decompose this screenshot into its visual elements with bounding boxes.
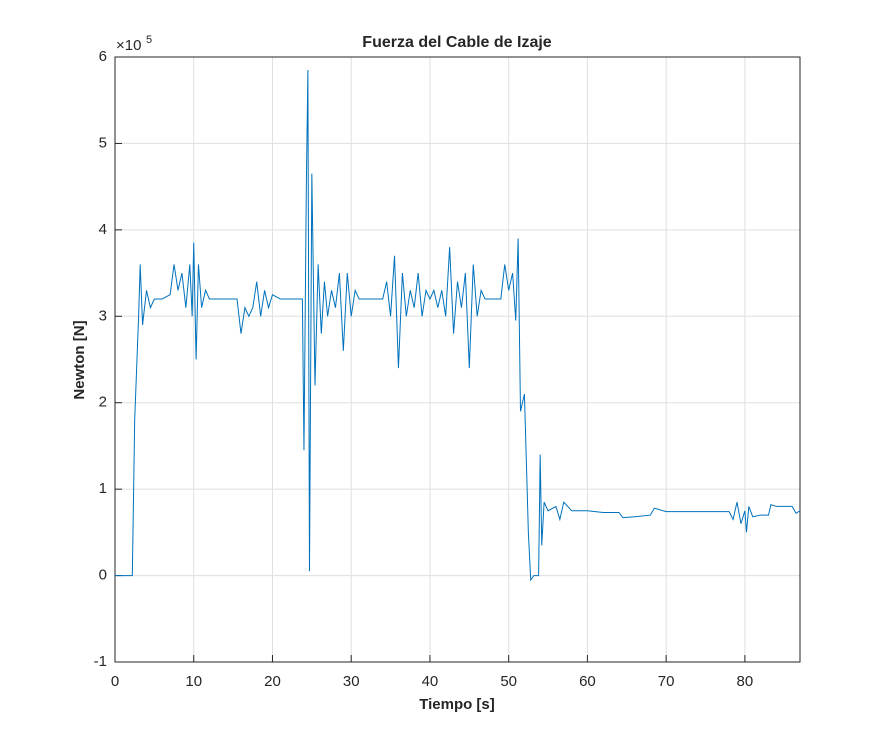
y-multiplier: ×10 [116,37,141,54]
axes-box [114,56,801,663]
y-tick-label: 3 [99,307,107,324]
x-tick-label: 40 [422,673,439,690]
y-multiplier-exponent: 5 [146,34,152,46]
plot-area [115,57,800,662]
chart-title: Fuerza del Cable de Izaje [362,34,552,51]
data-line [115,69,801,582]
x-tick-label: 60 [579,673,596,690]
y-tick-label: 5 [99,134,107,151]
x-tick-label: 50 [500,673,517,690]
x-tick-label: 0 [111,673,119,690]
x-tick-label: 80 [737,673,754,690]
y-tick-label: 0 [99,567,107,584]
x-axis-label: Tiempo [s] [419,696,495,713]
y-tick-label: -1 [94,653,107,670]
x-tick-label: 30 [343,673,360,690]
y-axis-label: Newton [N] [71,320,88,399]
x-tick-label: 10 [185,673,202,690]
y-tick-label: 4 [99,221,107,238]
x-tick-label: 70 [658,673,675,690]
y-tick-label: 1 [99,480,107,497]
x-tick-label: 20 [264,673,281,690]
y-tick-label: 6 [99,48,107,65]
y-tick-label: 2 [99,394,107,411]
